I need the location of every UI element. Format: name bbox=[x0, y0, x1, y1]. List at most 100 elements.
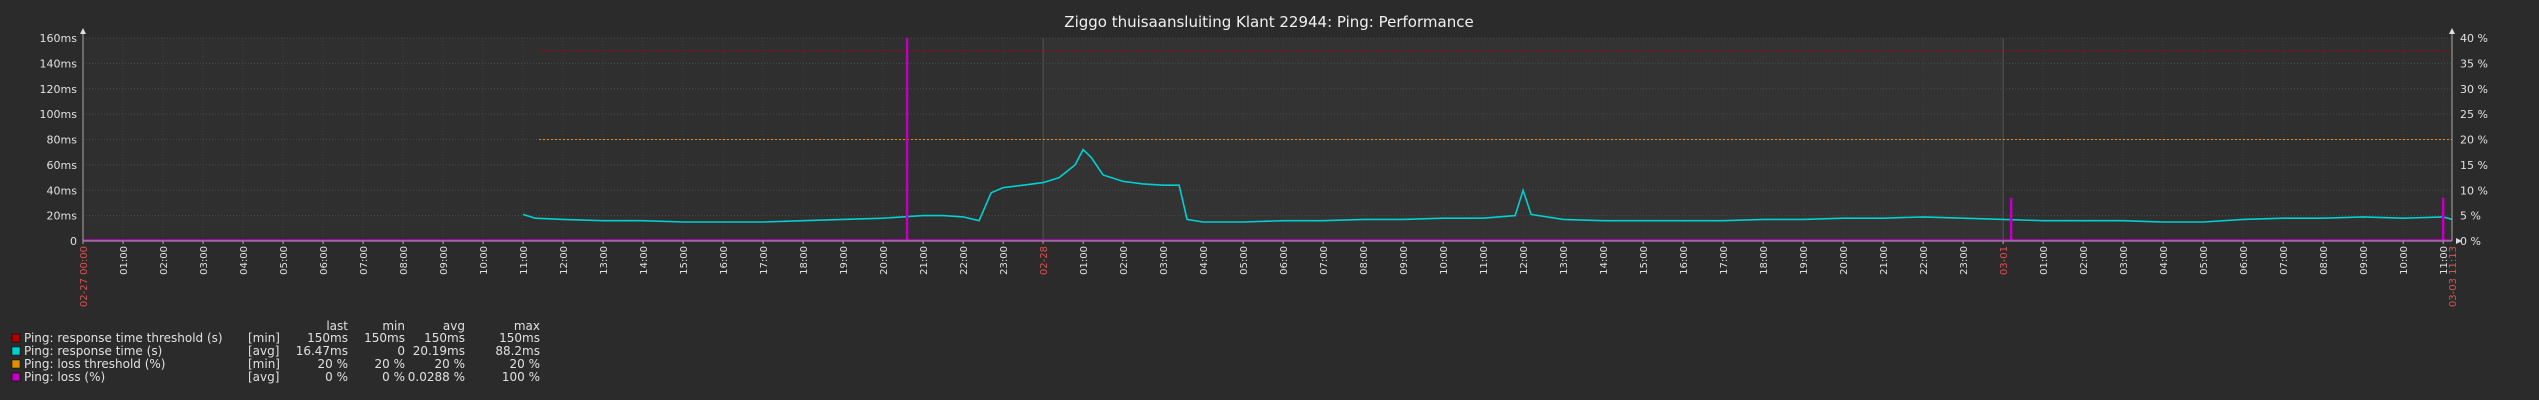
legend-value-avg: 0.0288 % bbox=[408, 370, 465, 384]
x-hour-label: 14:00 bbox=[1599, 246, 1610, 275]
y-left-tick-label: 0 bbox=[70, 235, 77, 248]
y-right-tick-label: 20 % bbox=[2460, 134, 2488, 147]
legend-value-max: 20 % bbox=[510, 357, 541, 371]
y-axis-right-arrow bbox=[2449, 28, 2455, 34]
x-hour-label: 08:00 bbox=[399, 246, 410, 275]
x-hour-label: 17:00 bbox=[1719, 246, 1730, 275]
legend-header: min bbox=[382, 319, 405, 333]
y-right-tick-label: 15 % bbox=[2460, 159, 2488, 172]
x-hour-label: 15:00 bbox=[1639, 246, 1650, 275]
legend-value-avg: 20.19ms bbox=[413, 344, 465, 358]
x-hour-label: 09:00 bbox=[439, 246, 450, 275]
legend-series-name: Ping: response time threshold (s) bbox=[24, 331, 223, 345]
x-hour-label: 16:00 bbox=[719, 246, 730, 275]
axes: 0 20ms 40ms 60ms 80ms 100ms 120ms 140ms 160ms 0 %… bbox=[40, 28, 2488, 307]
legend-value-min: 0 % bbox=[382, 370, 405, 384]
x-hour-label: 02:00 bbox=[2079, 246, 2090, 275]
y-right-tick-label: 25 % bbox=[2460, 108, 2488, 121]
x-hour-label: 01:00 bbox=[119, 246, 130, 275]
legend-header: max bbox=[514, 319, 540, 333]
legend-header: avg bbox=[443, 319, 465, 333]
x-hour-label: 04:00 bbox=[239, 246, 250, 275]
x-hour-label: 04:00 bbox=[1199, 246, 1210, 275]
x-hour-label: 11:00 bbox=[519, 246, 530, 275]
legend-value-last: 0 % bbox=[325, 370, 348, 384]
x-hour-label: 07:00 bbox=[1319, 246, 1330, 275]
x-hour-label: 06:00 bbox=[1279, 246, 1290, 275]
x-hour-label: 18:00 bbox=[799, 246, 810, 275]
legend-value-max: 88.2ms bbox=[495, 344, 540, 358]
y-left-tick-label: 40ms bbox=[47, 184, 78, 197]
y-left-tick-label: 140ms bbox=[40, 57, 78, 70]
y-left-tick-label: 160ms bbox=[40, 32, 78, 45]
x-hour-label: 22:00 bbox=[1919, 246, 1930, 275]
x-hour-label: 06:00 bbox=[319, 246, 330, 275]
legend-swatch bbox=[11, 346, 21, 356]
y-right-tick-label: 10 % bbox=[2460, 184, 2488, 197]
y-right-tick-label: 40 % bbox=[2460, 32, 2488, 45]
y-right-tick-label: 0 % bbox=[2460, 235, 2481, 248]
x-hour-label: 01:00 bbox=[1079, 246, 1090, 275]
x-date-label: 02-28 bbox=[1039, 246, 1050, 275]
legend-agg: [min] bbox=[248, 357, 280, 371]
x-hour-label: 13:00 bbox=[1559, 246, 1570, 275]
x-hour-label: 15:00 bbox=[679, 246, 690, 275]
x-hour-label: 10:00 bbox=[2399, 246, 2410, 275]
x-hour-label: 23:00 bbox=[999, 246, 1010, 275]
legend-agg: [avg] bbox=[248, 344, 279, 358]
series-layer bbox=[83, 38, 2453, 241]
series-line-1 bbox=[522, 148, 2453, 223]
x-hour-label: 20:00 bbox=[1839, 246, 1850, 275]
y-left-tick-label: 100ms bbox=[40, 108, 78, 121]
y-right-tick-label: 5 % bbox=[2460, 210, 2481, 223]
legend-agg: [min] bbox=[248, 331, 280, 345]
x-date-label: 03-01 bbox=[1999, 246, 2010, 275]
x-hour-label: 21:00 bbox=[919, 246, 930, 275]
x-hour-label: 12:00 bbox=[559, 246, 570, 275]
x-hour-label: 09:00 bbox=[2359, 246, 2370, 275]
x-hour-label: 06:00 bbox=[2239, 246, 2250, 275]
legend-swatch bbox=[11, 359, 21, 369]
x-hour-label: 16:00 bbox=[1679, 246, 1690, 275]
legend-value-last: 150ms bbox=[307, 331, 348, 345]
legend-value-last: 16.47ms bbox=[296, 344, 348, 358]
x-hour-label: 05:00 bbox=[279, 246, 290, 275]
x-hour-label: 20:00 bbox=[879, 246, 890, 275]
x-hour-label: 11:00 bbox=[1479, 246, 1490, 275]
x-hour-label: 07:00 bbox=[359, 246, 370, 275]
x-hour-label: 18:00 bbox=[1759, 246, 1770, 275]
x-hour-label: 10:00 bbox=[479, 246, 490, 275]
x-hour-label: 03:00 bbox=[199, 246, 210, 275]
x-hour-label: 08:00 bbox=[2319, 246, 2330, 275]
x-hour-label: 19:00 bbox=[839, 246, 850, 275]
y-left-tick-label: 20ms bbox=[47, 210, 78, 223]
x-hour-label: 22:00 bbox=[959, 246, 970, 275]
legend-value-avg: 150ms bbox=[424, 331, 465, 345]
legend-series-name: Ping: loss threshold (%) bbox=[24, 357, 165, 371]
chart-title: Ziggo thuisaansluiting Klant 22944: Ping… bbox=[1064, 13, 1473, 31]
x-hour-label: 03:00 bbox=[1159, 246, 1170, 275]
legend-swatch bbox=[11, 333, 21, 343]
x-hour-label: 07:00 bbox=[2279, 246, 2290, 275]
legend-header: last bbox=[326, 319, 348, 333]
x-hour-label: 21:00 bbox=[1879, 246, 1890, 275]
legend-value-avg: 20 % bbox=[435, 357, 466, 371]
x-hour-label: 03:00 bbox=[2119, 246, 2130, 275]
x-axis-arrow bbox=[2456, 238, 2462, 244]
x-hour-label: 10:00 bbox=[1439, 246, 1450, 275]
y-left-tick-label: 80ms bbox=[47, 134, 78, 147]
x-date-label-end: 03-03 11:13 bbox=[2448, 246, 2459, 307]
legend: last min avg max Ping: response time thresho… bbox=[11, 319, 541, 384]
x-hour-label: 19:00 bbox=[1799, 246, 1810, 275]
legend-value-max: 150ms bbox=[499, 331, 540, 345]
legend-value-min: 20 % bbox=[375, 357, 406, 371]
x-hour-label: 02:00 bbox=[1119, 246, 1130, 275]
x-hour-label: 17:00 bbox=[759, 246, 770, 275]
legend-agg: [avg] bbox=[248, 370, 279, 384]
legend-series-name: Ping: response time (s) bbox=[24, 344, 162, 358]
legend-swatch bbox=[11, 372, 21, 382]
x-hour-label: 14:00 bbox=[639, 246, 650, 275]
legend-value-max: 100 % bbox=[502, 370, 540, 384]
x-hour-label: 09:00 bbox=[1399, 246, 1410, 275]
legend-series-name: Ping: loss (%) bbox=[24, 370, 105, 384]
